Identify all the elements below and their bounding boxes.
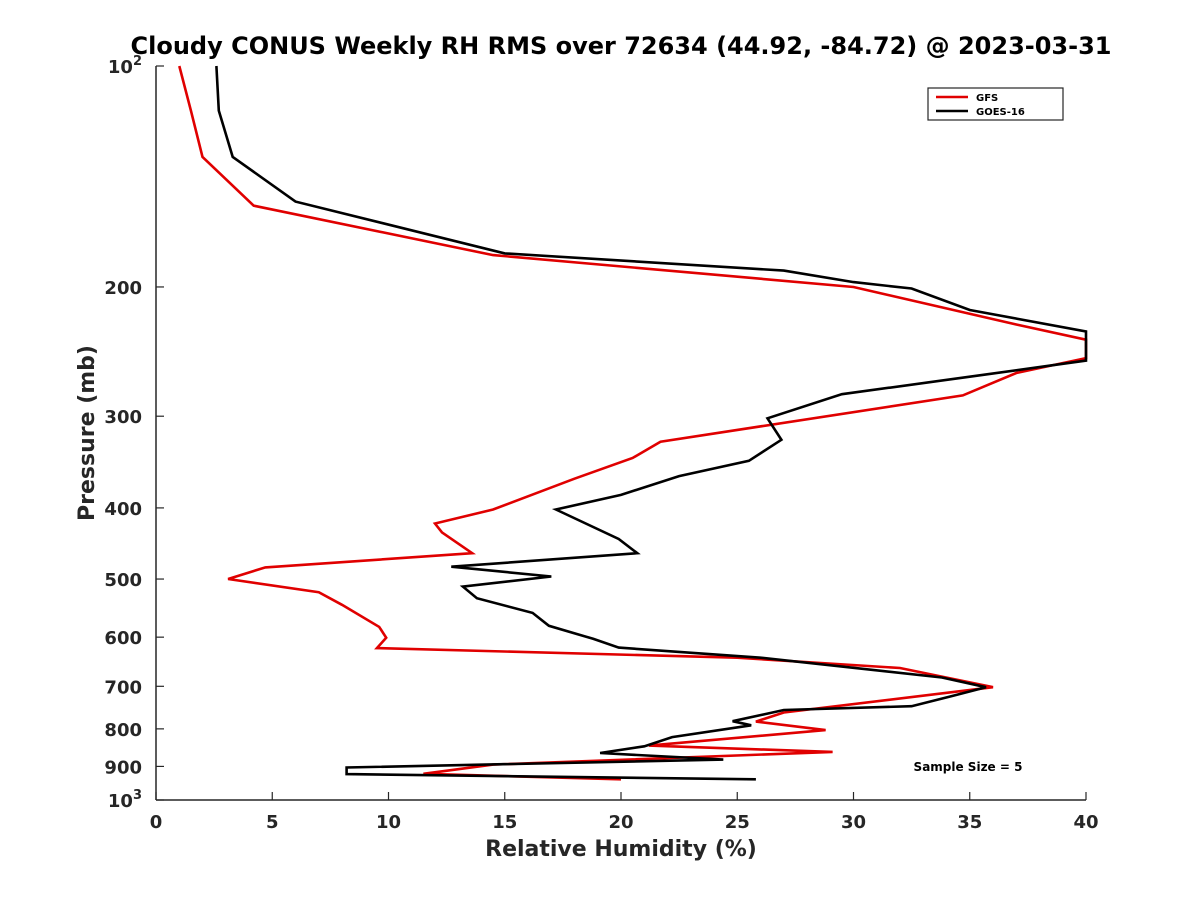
y-tick-base: 10	[108, 791, 133, 812]
series-line-gfs	[178, 65, 1088, 781]
legend: GFS GOES-16	[927, 87, 1064, 121]
legend-entry: GFS	[976, 93, 998, 104]
x-tick-label: 40	[1073, 812, 1098, 833]
x-tick-label: 35	[957, 812, 982, 833]
y-tick-base: 10	[108, 57, 133, 78]
y-tick-label: 103	[108, 788, 142, 812]
legend-entry: GOES-16	[976, 107, 1025, 118]
y-axis-label: Pressure (mb)	[75, 345, 100, 521]
x-axis-label: Relative Humidity (%)	[485, 837, 757, 862]
sample-size-annotation: Sample Size = 5	[914, 760, 1023, 774]
legend-box	[927, 87, 1064, 121]
y-tick-label: 600	[104, 628, 142, 649]
chart-title: Cloudy CONUS Weekly RH RMS over 72634 (4…	[131, 32, 1112, 60]
x-tick-label: 15	[492, 812, 517, 833]
x-tick-label: 25	[725, 812, 750, 833]
y-tick-label: 300	[104, 407, 142, 428]
y-tick-label: 500	[104, 570, 142, 591]
x-tick-label: 10	[376, 812, 401, 833]
y-tick-exponent: 2	[133, 54, 142, 69]
y-tick-label: 800	[104, 720, 142, 741]
x-tick-label: 5	[266, 812, 279, 833]
y-tick-label: 700	[104, 677, 142, 698]
x-tick-label: 20	[608, 812, 633, 833]
y-tick-label: 400	[104, 499, 142, 520]
y-tick-label: 102	[108, 54, 142, 78]
y-tick-label: 200	[104, 278, 142, 299]
x-tick-label: 30	[841, 812, 866, 833]
series-line-goes-16	[215, 65, 1088, 781]
plot-area	[155, 66, 1086, 801]
series-group	[178, 65, 1088, 781]
y-tick-label: 900	[104, 757, 142, 778]
x-axis-ticks: 0 5 10 15 20 25 30 35 40	[150, 792, 1099, 833]
x-tick-label: 0	[150, 812, 163, 833]
y-tick-exponent: 3	[133, 788, 142, 803]
